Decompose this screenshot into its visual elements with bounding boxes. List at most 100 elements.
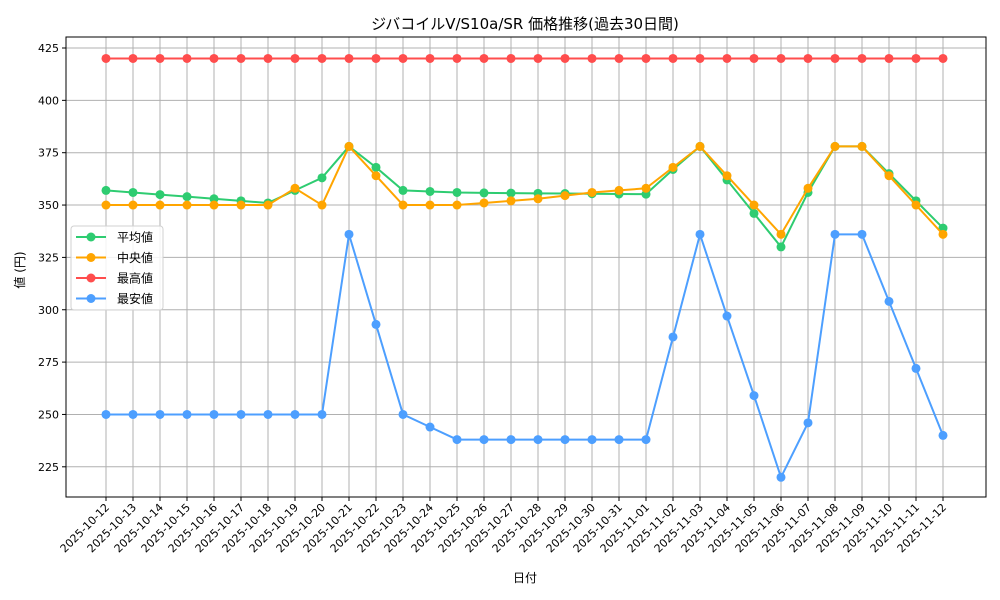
data-point [884, 296, 894, 306]
data-point [722, 171, 732, 181]
series-最高値 [101, 53, 948, 63]
data-point [101, 200, 111, 210]
data-point [506, 435, 516, 445]
y-axis-ticks: 225 250 275 300 325 350 375 400 425 [38, 42, 66, 474]
data-point [668, 332, 678, 342]
data-point [695, 141, 705, 151]
data-point [641, 183, 651, 193]
data-point [938, 229, 948, 239]
y-axis-label: 値 (円) [12, 251, 27, 288]
data-point [182, 192, 192, 202]
data-point [398, 185, 408, 195]
legend-marker-icon [86, 294, 96, 303]
data-point [776, 242, 786, 252]
data-point [128, 187, 138, 197]
data-point [371, 319, 381, 329]
data-point [344, 141, 354, 151]
data-point [722, 311, 732, 321]
data-point [101, 53, 111, 63]
data-point [479, 435, 489, 445]
legend-item: 最安値 [76, 291, 153, 306]
legend-label: 中央値 [117, 250, 153, 265]
x-axis-ticks: 2025-10-122025-10-132025-10-142025-10-15… [58, 497, 949, 555]
data-point [317, 409, 327, 419]
series-中央値 [101, 141, 948, 239]
data-point [749, 391, 759, 401]
data-point [371, 162, 381, 172]
data-point [884, 171, 894, 181]
data-point [938, 430, 948, 440]
data-point [749, 53, 759, 63]
data-point [560, 191, 570, 201]
data-point [506, 188, 516, 198]
data-point [668, 53, 678, 63]
legend-label: 最高値 [117, 271, 153, 286]
legend-label: 最安値 [117, 291, 153, 306]
data-point [236, 409, 246, 419]
data-point [290, 183, 300, 193]
data-point [857, 53, 867, 63]
data-point [155, 190, 165, 200]
data-point [155, 409, 165, 419]
data-point [344, 229, 354, 239]
legend-item: 平均値 [76, 230, 153, 245]
data-point [614, 435, 624, 445]
data-point [128, 53, 138, 63]
data-point [911, 200, 921, 210]
data-point [452, 187, 462, 197]
data-point [452, 200, 462, 210]
chart-title: ジバコイルV/S10a/SR 価格推移(過去30日間) [371, 15, 679, 33]
data-point [830, 229, 840, 239]
data-point [344, 53, 354, 63]
data-point [182, 200, 192, 210]
data-point [263, 409, 273, 419]
data-point [128, 409, 138, 419]
y-tick-label: 350 [38, 199, 59, 212]
data-point [938, 223, 948, 233]
data-point [371, 53, 381, 63]
y-tick-label: 375 [38, 147, 59, 160]
data-point [695, 229, 705, 239]
grid-lines [66, 37, 986, 497]
data-point [884, 53, 894, 63]
data-point [857, 141, 867, 151]
data-point [722, 53, 732, 63]
y-tick-label: 400 [38, 94, 59, 107]
data-point [290, 53, 300, 63]
data-point [533, 53, 543, 63]
data-point [425, 200, 435, 210]
plot-area-frame [65, 36, 987, 498]
data-series [101, 53, 948, 482]
data-point [614, 53, 624, 63]
data-point [398, 53, 408, 63]
data-point [776, 53, 786, 63]
data-point [695, 53, 705, 63]
legend-box [70, 225, 164, 311]
x-axis-label: 日付 [513, 571, 537, 585]
data-point [398, 200, 408, 210]
data-point [803, 53, 813, 63]
data-point [533, 435, 543, 445]
data-point [209, 53, 219, 63]
data-point [398, 409, 408, 419]
data-point [371, 171, 381, 181]
data-point [560, 435, 570, 445]
data-point [479, 198, 489, 208]
data-point [506, 53, 516, 63]
data-point [263, 200, 273, 210]
data-point [830, 53, 840, 63]
y-tick-label: 325 [38, 251, 59, 264]
data-point [668, 162, 678, 172]
legend-marker-icon [86, 253, 96, 262]
data-point [155, 53, 165, 63]
data-point [182, 53, 192, 63]
legend-marker-icon [86, 232, 96, 242]
legend-item: 中央値 [76, 250, 153, 265]
data-point [317, 200, 327, 210]
data-point [317, 53, 327, 63]
data-point [209, 194, 219, 204]
data-point [587, 187, 597, 197]
legend-item: 最高値 [76, 271, 153, 286]
y-tick-label: 300 [38, 304, 59, 317]
